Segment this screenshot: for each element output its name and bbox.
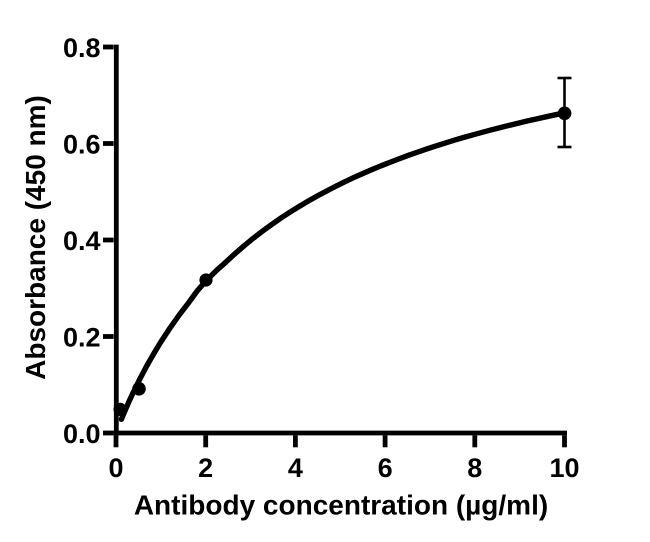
svg-text:10: 10 <box>549 453 579 483</box>
svg-text:0.6: 0.6 <box>63 130 101 160</box>
svg-text:0.8: 0.8 <box>63 33 101 63</box>
svg-text:Absorbance (450 nm): Absorbance (450 nm) <box>20 95 51 380</box>
svg-text:0.0: 0.0 <box>63 419 101 449</box>
svg-text:Antibody concentration (µg/ml): Antibody concentration (µg/ml) <box>134 490 548 521</box>
svg-text:0: 0 <box>108 453 123 483</box>
svg-text:0.4: 0.4 <box>63 226 101 256</box>
svg-text:2: 2 <box>198 453 213 483</box>
svg-text:8: 8 <box>467 453 482 483</box>
svg-text:0.2: 0.2 <box>63 323 101 353</box>
svg-text:6: 6 <box>378 453 393 483</box>
svg-text:4: 4 <box>288 453 303 483</box>
